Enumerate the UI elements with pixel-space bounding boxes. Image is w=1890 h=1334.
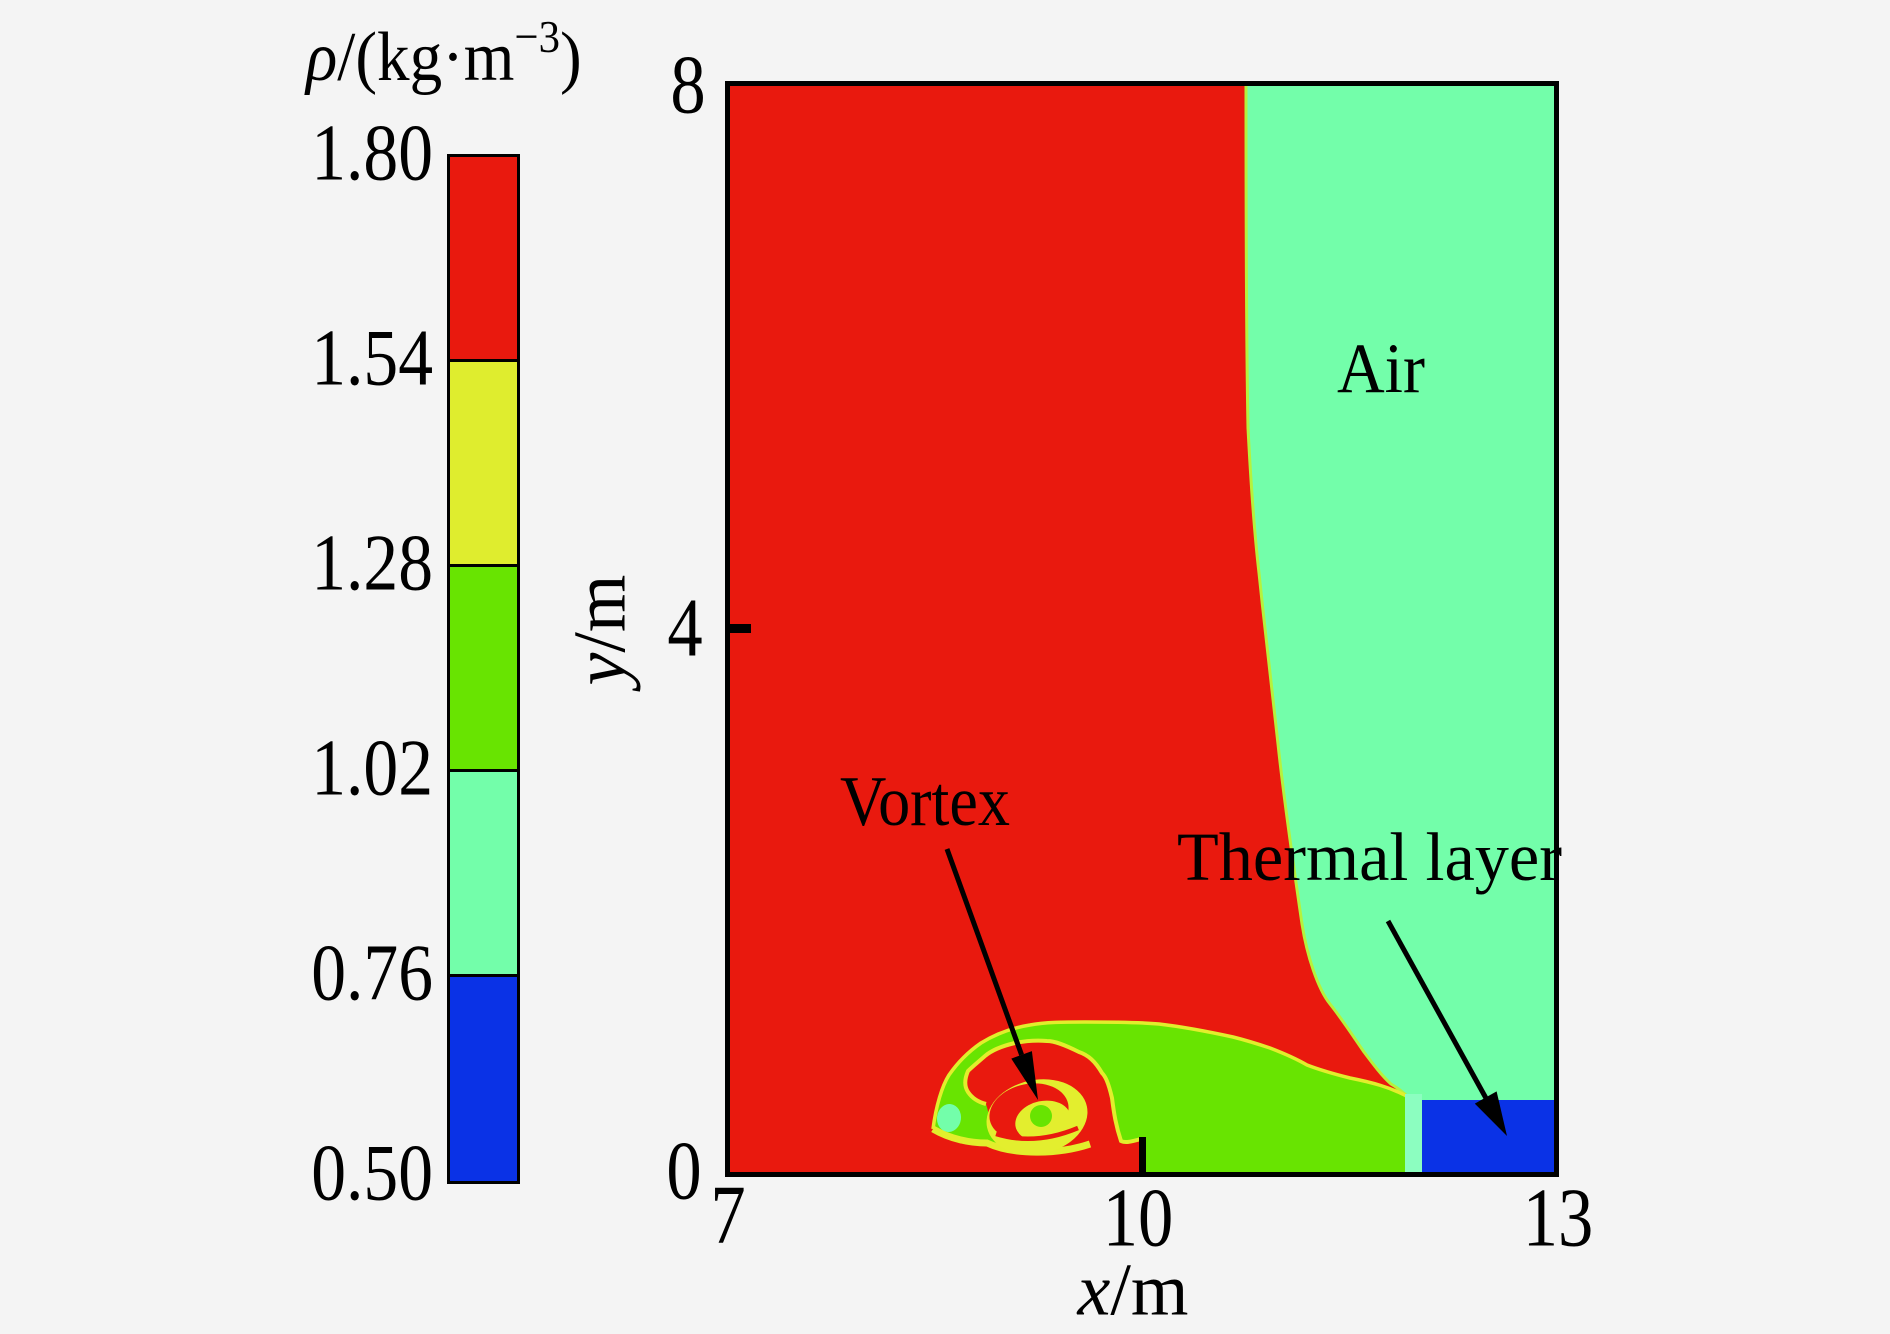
svg-text:Vortex: Vortex bbox=[840, 763, 1010, 841]
svg-text:Air: Air bbox=[1337, 330, 1425, 408]
svg-text:Thermal layer: Thermal layer bbox=[1177, 819, 1562, 895]
